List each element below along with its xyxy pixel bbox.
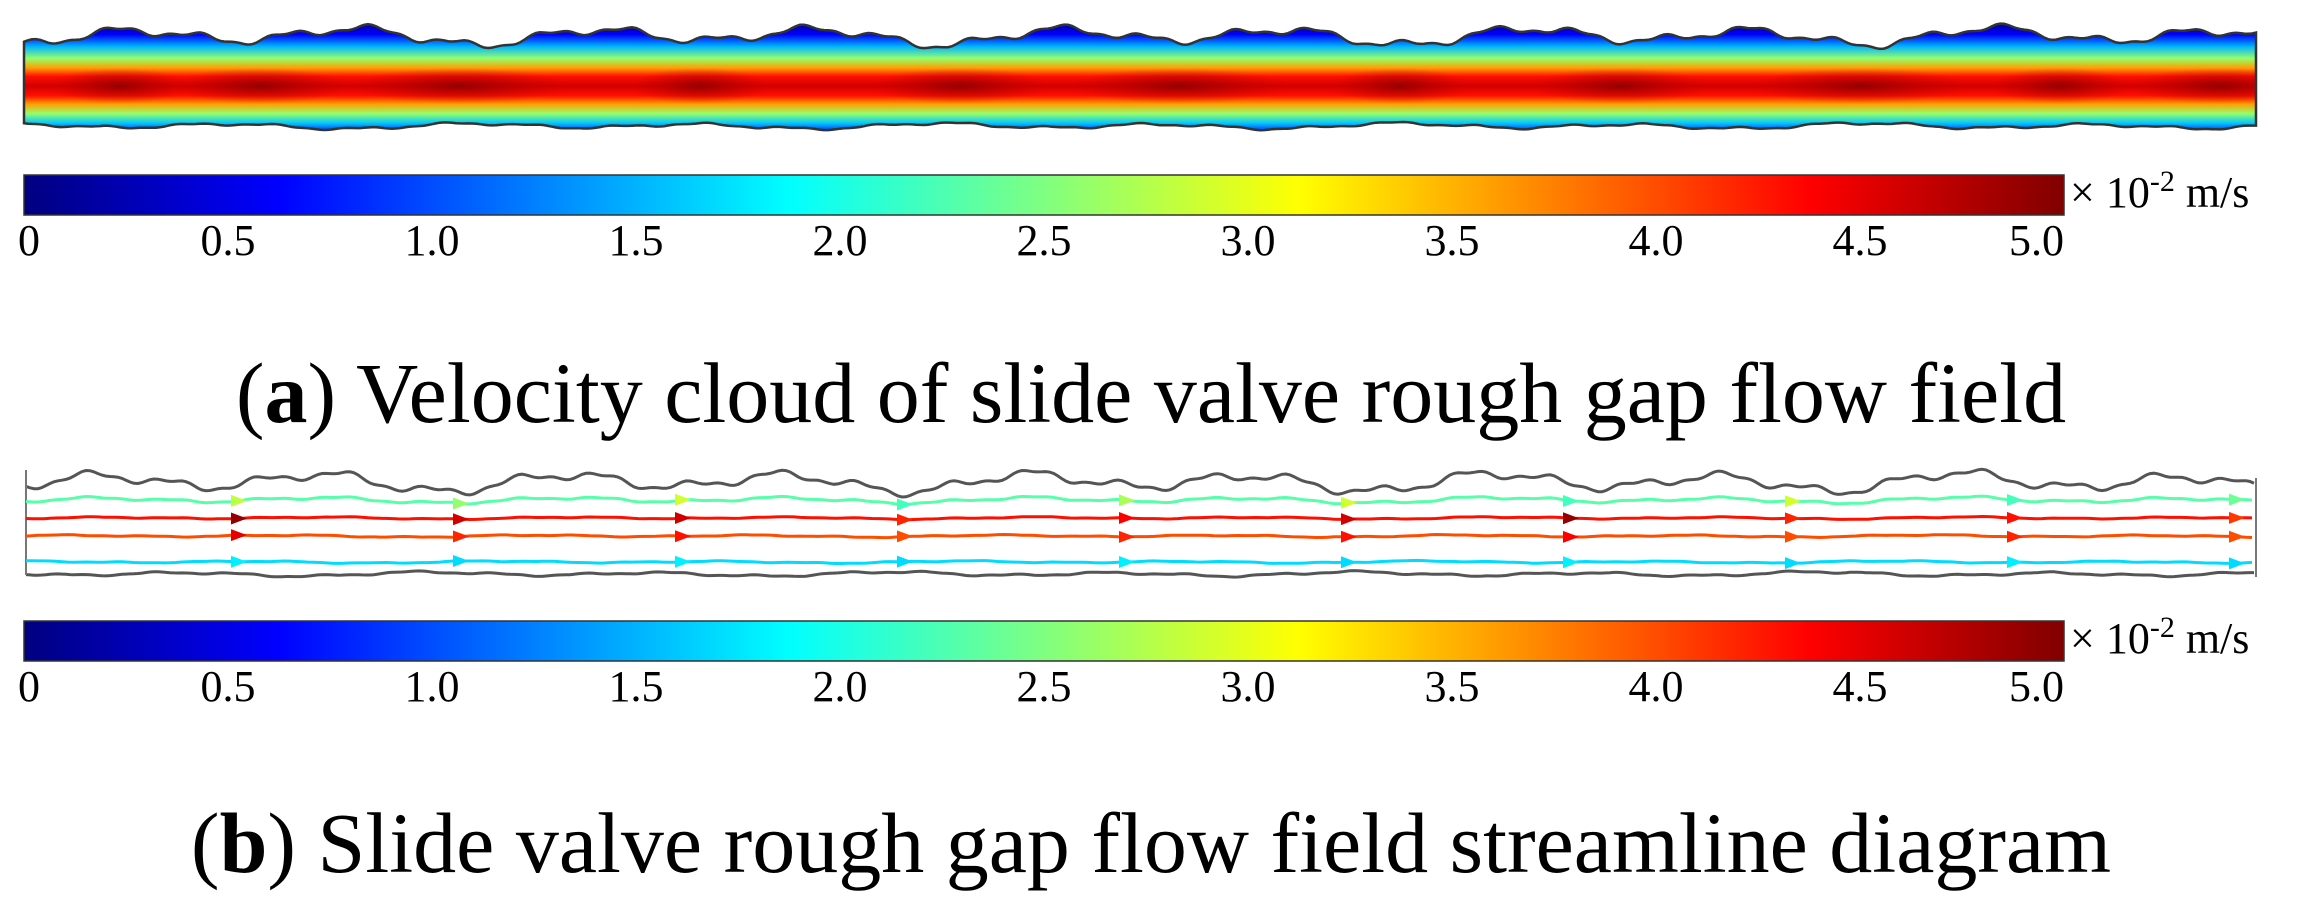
streamline-arrow xyxy=(1563,530,1579,543)
colorbar-tick-label: 0.5 xyxy=(201,216,256,265)
colorbar-b-ramp xyxy=(23,620,2065,662)
streamline-arrow xyxy=(231,494,247,507)
colorbar-tick-label: 2.0 xyxy=(813,216,868,265)
colorbar-tick-label: 5.0 xyxy=(2009,216,2064,265)
streamline-arrow xyxy=(2229,493,2245,506)
velocity-hotspot xyxy=(1990,68,2130,104)
colorbar-tick-label: 3.0 xyxy=(1221,662,1276,711)
streamline-arrow xyxy=(453,513,469,526)
streamline-arrow xyxy=(675,555,691,568)
streamline-arrow xyxy=(453,554,469,567)
colorbar-b: 0 0.5 1.0 1.5 2.0 2.5 3.0 3.5 4.0 4.5 5.0 × 10-2 m… xyxy=(18,611,2249,711)
colorbar-tick-label: 2.5 xyxy=(1017,662,1072,711)
velocity-hotspot xyxy=(1070,68,1290,104)
streamline-arrow xyxy=(2007,494,2023,507)
colorbar-a-ticks: 0 0.5 1.0 1.5 2.0 2.5 3.0 3.5 4.0 4.5 5.0 xyxy=(18,216,2064,265)
streamline-arrow xyxy=(675,493,691,506)
colorbar-tick-label: 1.0 xyxy=(405,662,460,711)
streamlines xyxy=(25,493,2253,570)
streamline-arrow xyxy=(1119,530,1135,543)
colorbar-tick-label: 0.5 xyxy=(201,662,256,711)
velocity-hotspot xyxy=(1530,68,1710,104)
colorbar-a: 0 0.5 1.0 1.5 2.0 2.5 3.0 3.5 4.0 4.5 5.0 × 10-2 m… xyxy=(18,165,2249,265)
streamline-arrow xyxy=(231,512,247,525)
velocity-hotspot xyxy=(170,68,350,104)
streamline-arrow xyxy=(1785,557,1801,570)
colorbar-tick-label: 4.5 xyxy=(1833,662,1888,711)
colorbar-tick-label: 1.0 xyxy=(405,216,460,265)
streamline-arrow xyxy=(1785,512,1801,525)
streamline-arrow xyxy=(2007,511,2023,524)
streamline-arrow xyxy=(1119,512,1135,525)
colorbar-tick-label: 4.0 xyxy=(1629,662,1684,711)
caption-a: (a) Velocity cloud of slide valve rough … xyxy=(235,345,2067,441)
colorbar-tick-label: 3.5 xyxy=(1425,216,1480,265)
streamline-arrow xyxy=(897,555,913,568)
colorbar-tick-label: 5.0 xyxy=(2009,662,2064,711)
streamline-arrow xyxy=(231,529,247,542)
streamline-arrow xyxy=(1341,513,1357,526)
streamline-arrow xyxy=(1785,495,1801,508)
streamline-arrow xyxy=(231,555,247,568)
streamline xyxy=(25,514,2253,522)
streamline-arrow xyxy=(1119,494,1135,507)
velocity-hotspot xyxy=(50,68,190,104)
velocity-hotspot xyxy=(870,68,1050,104)
streamline xyxy=(25,494,2253,507)
rough-gap-top-wall xyxy=(25,467,2255,499)
streamline-arrow xyxy=(1341,530,1357,543)
colorbar-tick-label: 0 xyxy=(18,216,40,265)
colorbar-tick-label: 3.5 xyxy=(1425,662,1480,711)
velocity-hotspot xyxy=(350,68,570,104)
velocity-hotspot xyxy=(1750,68,1970,104)
streamline-arrow xyxy=(675,530,691,543)
streamline-arrow xyxy=(2007,556,2023,569)
streamline-arrow xyxy=(1341,496,1357,509)
streamline-arrow xyxy=(1785,530,1801,543)
streamline-arrow xyxy=(453,530,469,543)
colorbar-tick-label: 4.5 xyxy=(1833,216,1888,265)
streamline-arrow xyxy=(1563,494,1579,507)
colorbar-tick-label: 2.0 xyxy=(813,662,868,711)
velocity-hotspot xyxy=(630,68,770,104)
streamline-arrow xyxy=(2229,557,2245,570)
streamline xyxy=(25,532,2253,540)
streamline-arrow xyxy=(897,530,913,543)
colorbar-tick-label: 0 xyxy=(18,662,40,711)
colorbar-tick-label: 4.0 xyxy=(1629,216,1684,265)
colorbar-tick-label: 3.0 xyxy=(1221,216,1276,265)
streamline-arrow xyxy=(675,512,691,525)
streamline-arrow xyxy=(897,513,913,526)
streamline xyxy=(25,558,2253,566)
colorbar-a-ramp xyxy=(23,174,2065,216)
streamline-arrow xyxy=(2229,511,2245,524)
colorbar-tick-label: 1.5 xyxy=(609,216,664,265)
colorbar-tick-label: 1.5 xyxy=(609,662,664,711)
streamline-arrow xyxy=(2229,530,2245,543)
colorbar-b-unit: × 10-2 m/s xyxy=(2070,611,2249,663)
velocity-hotspots xyxy=(50,68,2256,104)
rough-gap-outline-a xyxy=(22,22,2258,132)
streamline-arrow xyxy=(1341,556,1357,569)
streamline-arrow xyxy=(2007,530,2023,543)
panel-a-velocity-cloud xyxy=(22,22,2258,132)
colorbar-tick-label: 2.5 xyxy=(1017,216,1072,265)
colorbar-a-unit: × 10-2 m/s xyxy=(2070,165,2249,217)
streamline-arrow xyxy=(1563,512,1579,525)
streamline-arrow xyxy=(1119,556,1135,569)
caption-b: (b) Slide valve rough gap flow field str… xyxy=(190,795,2112,891)
streamline-arrow xyxy=(897,498,913,511)
streamline-arrow xyxy=(1563,556,1579,569)
colorbar-b-ticks: 0 0.5 1.0 1.5 2.0 2.5 3.0 3.5 4.0 4.5 5.0 xyxy=(18,662,2064,711)
velocity-hotspot xyxy=(1330,68,1470,104)
streamline-arrow xyxy=(453,497,469,510)
rough-gap-bottom-wall xyxy=(25,569,2254,579)
velocity-hotspot xyxy=(2130,68,2256,104)
panel-b-streamlines xyxy=(25,467,2257,579)
